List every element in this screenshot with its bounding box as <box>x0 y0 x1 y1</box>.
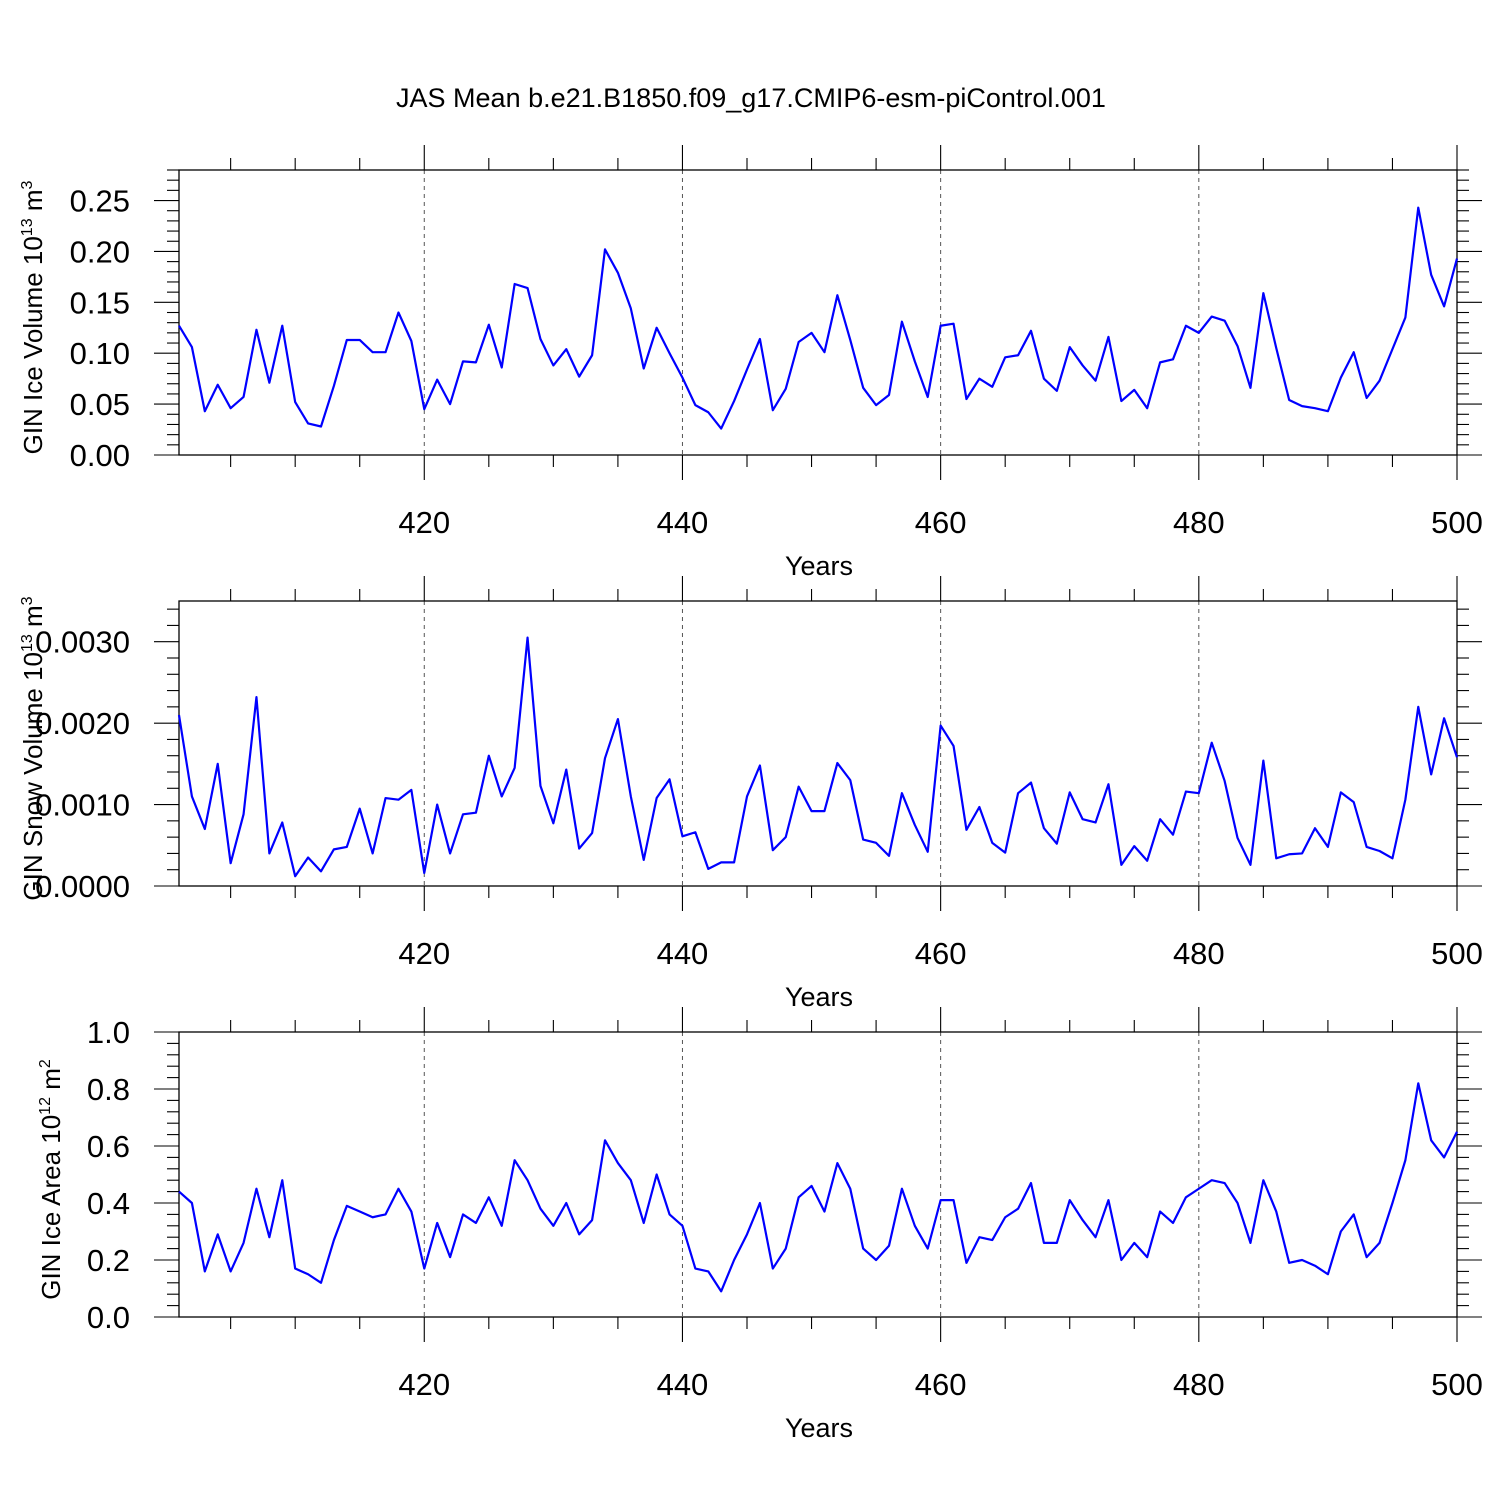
y-tick-label: 1.0 <box>87 1015 130 1050</box>
y-axis-label-unit: m <box>18 605 48 634</box>
x-tick-label: 480 <box>1173 505 1225 540</box>
y-axis-label-exponent: 13 <box>19 218 36 236</box>
y-axis-label-exponent: 13 <box>19 634 36 652</box>
y-tick-label: 0.0 <box>87 1300 130 1335</box>
plot-frame <box>178 600 1458 887</box>
y-tick-label: 0.00 <box>70 438 130 473</box>
x-axis-label: Years <box>785 1413 853 1443</box>
x-tick-label: 500 <box>1431 936 1483 971</box>
y-tick-label: 0.10 <box>70 336 130 371</box>
x-axis-label: Years <box>785 982 853 1012</box>
y-tick-label: 0.0030 <box>35 625 130 660</box>
y-tick-label: 0.6 <box>87 1129 130 1164</box>
y-axis-label: GIN Ice Area 1012 m2 <box>36 1059 66 1300</box>
y-tick-label: 0.8 <box>87 1072 130 1107</box>
x-tick-label: 480 <box>1173 936 1225 971</box>
y-tick-label: 0.4 <box>87 1186 130 1221</box>
x-tick-label: 500 <box>1431 505 1483 540</box>
x-tick-label: 440 <box>657 1367 709 1402</box>
series-line-snow-volume <box>177 636 1459 878</box>
y-tick-label: 0.20 <box>70 234 130 269</box>
x-tick-label: 480 <box>1173 1367 1225 1402</box>
y-axis-label: GIN Snow Volume 1013 m3 <box>18 596 48 900</box>
y-axis-label-unit-exponent: 3 <box>19 596 36 605</box>
x-axis-label: Years <box>785 551 853 581</box>
y-axis-label-unit-exponent: 2 <box>37 1059 54 1068</box>
plot-frame <box>178 169 1458 456</box>
y-tick-label: 0.0020 <box>35 706 130 741</box>
y-axis-label-unit: m <box>18 189 48 218</box>
panel-snow-volume: 420 440 460 480 500 0.0000 0.0010 0.0020 0.0030 Y… <box>18 576 1483 1012</box>
panel-ice-area: 420 440 460 480 500 0.0 0.2 0.4 0.6 0.8 1.0 Years GI… <box>36 1007 1483 1443</box>
y-tick-label: 0.2 <box>87 1243 130 1278</box>
series-line-ice-volume <box>178 206 1459 430</box>
y-axis-label-exponent: 12 <box>37 1097 54 1115</box>
x-tick-label: 420 <box>398 505 450 540</box>
y-tick-label: 0.0000 <box>35 869 130 904</box>
panel-ice-volume: 420 440 460 480 500 0.00 0.05 0.10 0.15 0.20 0.25 Y… <box>18 145 1483 581</box>
y-tick-label: 0.15 <box>70 285 130 320</box>
x-tick-label: 460 <box>915 505 967 540</box>
y-axis-label: GIN Ice Volume 1013 m3 <box>18 180 48 454</box>
x-tick-label: 460 <box>915 1367 967 1402</box>
y-axis-label-unit: m <box>36 1068 66 1097</box>
y-axis-label-unit-exponent: 3 <box>19 180 36 189</box>
plot-frame <box>178 1031 1458 1318</box>
y-tick-label: 0.25 <box>70 184 130 219</box>
x-tick-label: 440 <box>657 936 709 971</box>
y-tick-label: 0.05 <box>70 387 130 422</box>
y-tick-label: 0.0010 <box>35 788 130 823</box>
x-tick-label: 460 <box>915 936 967 971</box>
x-tick-label: 420 <box>398 1367 450 1402</box>
y-axis-label-text: GIN Ice Area 10 <box>36 1115 66 1300</box>
x-tick-label: 420 <box>398 936 450 971</box>
y-axis-label-text: GIN Ice Volume 10 <box>18 236 48 454</box>
y-axis-label-text: GIN Snow Volume 10 <box>18 652 48 901</box>
figure-title: JAS Mean b.e21.B1850.f09_g17.CMIP6-esm-p… <box>396 83 1106 113</box>
series-line-ice-area <box>178 1082 1458 1293</box>
x-tick-label: 500 <box>1431 1367 1483 1402</box>
x-tick-label: 440 <box>657 505 709 540</box>
